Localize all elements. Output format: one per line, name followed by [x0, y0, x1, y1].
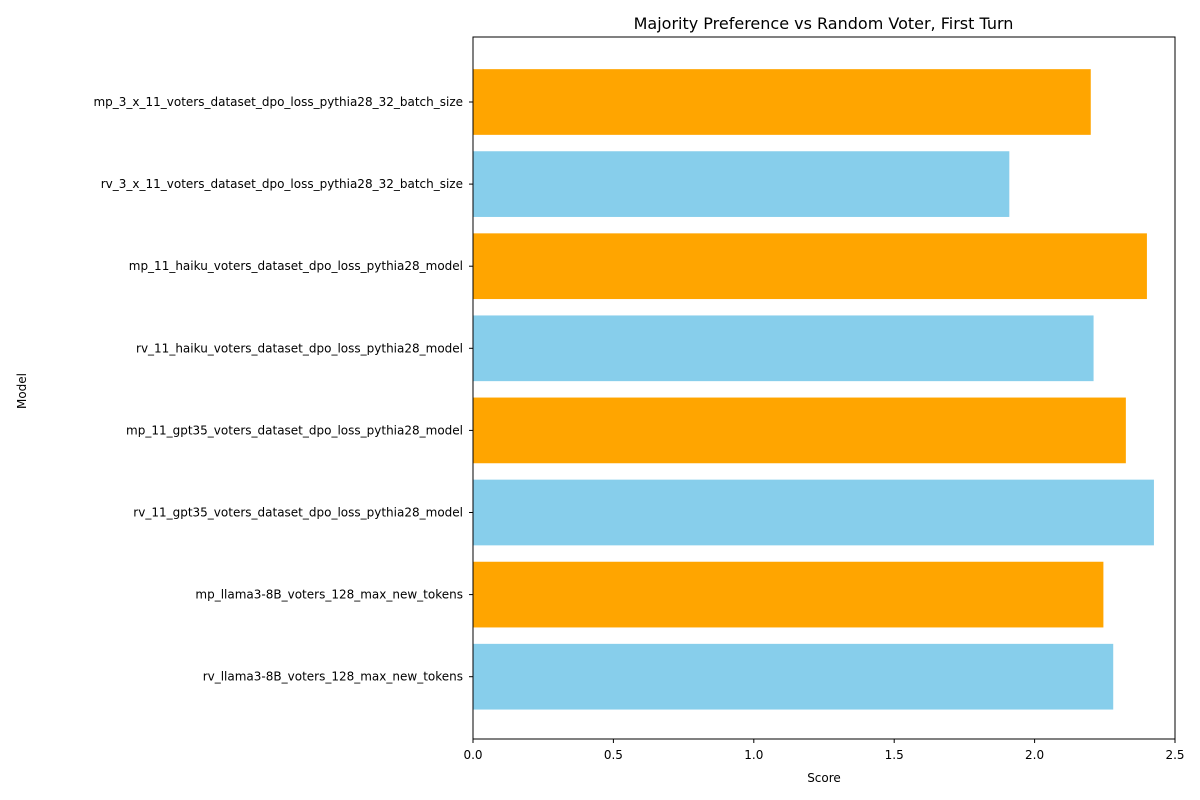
x-axis-label: Score: [807, 771, 841, 785]
y-tick-label: mp_11_haiku_voters_dataset_dpo_loss_pyth…: [129, 259, 463, 273]
y-tick-label: mp_llama3-8B_voters_128_max_new_tokens: [195, 588, 463, 602]
bar-rv-1: [473, 151, 1010, 217]
bar-rv-5: [473, 479, 1154, 546]
plot-frame: [472, 36, 1176, 740]
y-tick-label: rv_llama3-8B_voters_128_max_new_tokens: [203, 670, 463, 684]
y-axis-ticks: mp_3_x_11_voters_dataset_dpo_loss_pythia…: [93, 95, 473, 684]
bar-mp-4: [473, 397, 1126, 464]
x-tick-label: 2.0: [1025, 748, 1044, 762]
x-tick-label: 1.5: [885, 748, 904, 762]
bar-rv-3: [473, 315, 1094, 382]
bar-mp-6: [473, 561, 1104, 628]
y-tick-label: rv_11_haiku_voters_dataset_dpo_loss_pyth…: [136, 341, 463, 355]
bar-rv-7: [473, 643, 1114, 710]
y-tick-label: rv_3_x_11_voters_dataset_dpo_loss_pythia…: [101, 177, 463, 191]
x-axis-ticks: 0.0 0.5 1.0 1.5 2.0 2.5: [463, 739, 1185, 762]
y-tick-label: mp_11_gpt35_voters_dataset_dpo_loss_pyth…: [126, 423, 463, 437]
x-tick-label: 1.0: [744, 748, 763, 762]
bar-mp-2: [473, 233, 1147, 300]
bars-group: [473, 69, 1154, 710]
x-tick-label: 0.5: [604, 748, 623, 762]
x-tick-label: 2.5: [1165, 748, 1184, 762]
y-axis-label: Model: [15, 373, 29, 409]
x-tick-label: 0.0: [463, 748, 482, 762]
bar-mp-0: [473, 69, 1091, 135]
chart-title: Majority Preference vs Random Voter, Fir…: [634, 14, 1014, 33]
y-tick-label: mp_3_x_11_voters_dataset_dpo_loss_pythia…: [93, 95, 463, 109]
y-tick-label: rv_11_gpt35_voters_dataset_dpo_loss_pyth…: [133, 506, 463, 520]
